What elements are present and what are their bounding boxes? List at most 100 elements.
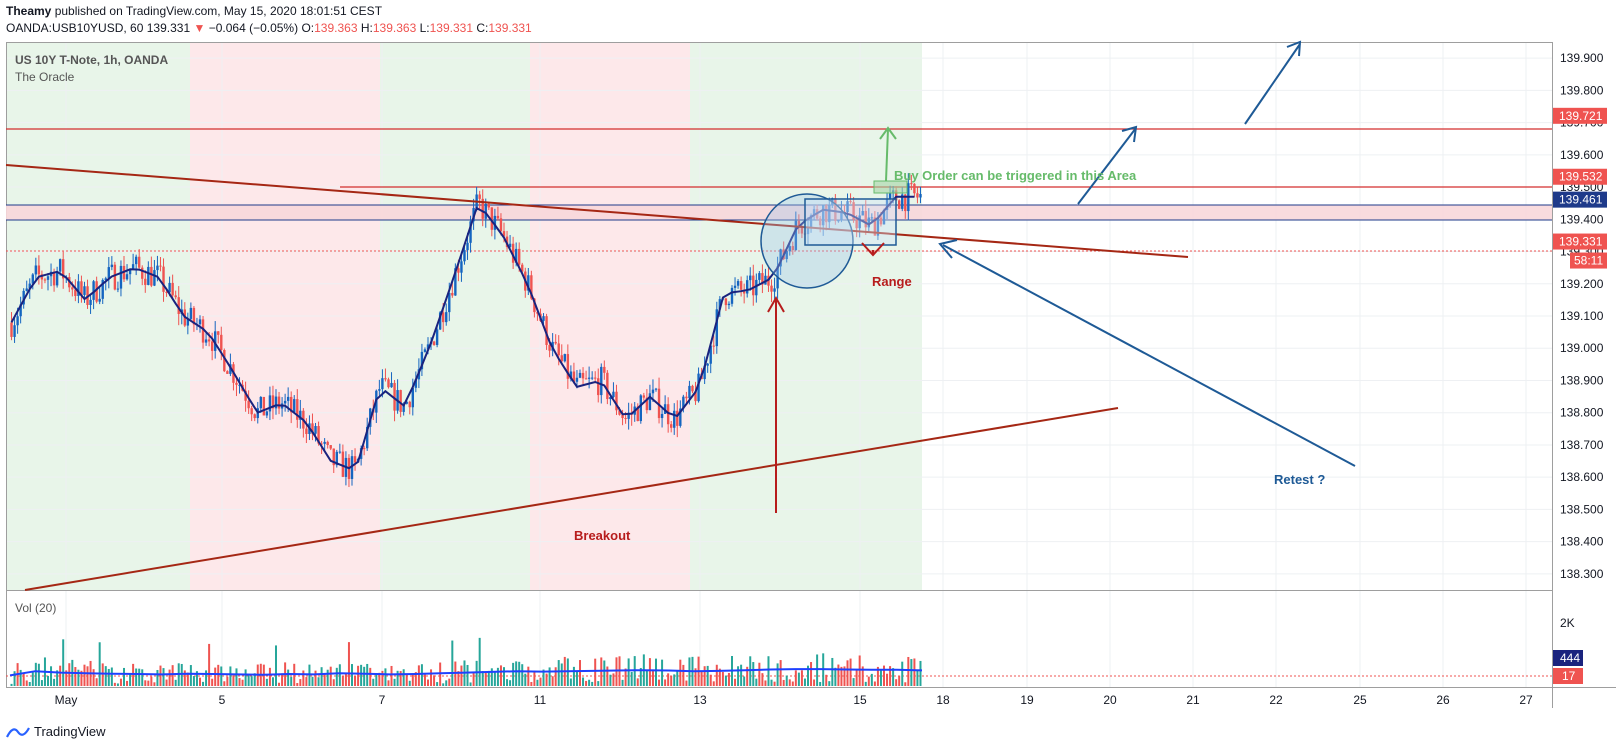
candle-body bbox=[718, 299, 722, 310]
candle-body bbox=[840, 211, 843, 221]
volume-legend[interactable]: Vol (20) bbox=[15, 601, 56, 615]
candle-body bbox=[445, 312, 448, 323]
volume-bar bbox=[548, 667, 551, 686]
volume-bar bbox=[10, 683, 13, 686]
volume-bar bbox=[171, 665, 174, 686]
volume-bar bbox=[813, 679, 816, 686]
volume-bar bbox=[700, 671, 703, 686]
buy-area-box bbox=[873, 180, 908, 194]
candle-body bbox=[904, 194, 907, 212]
volume-bar bbox=[582, 677, 585, 686]
last-price: 139.331 bbox=[146, 21, 191, 35]
candle-body bbox=[746, 280, 749, 294]
volume-bar bbox=[107, 668, 110, 686]
candle-body bbox=[77, 281, 80, 296]
candle-body bbox=[563, 354, 566, 362]
candle-body bbox=[733, 285, 737, 288]
candle-body bbox=[761, 273, 764, 285]
volume-bar bbox=[329, 666, 332, 686]
volume-bar bbox=[883, 665, 885, 686]
volume-bar bbox=[706, 665, 709, 686]
volume-bar bbox=[296, 683, 299, 686]
volume-bar bbox=[98, 642, 101, 686]
volume-bar bbox=[481, 671, 484, 686]
volume-bar bbox=[664, 679, 667, 686]
target-up-arrow-2 bbox=[1244, 40, 1302, 125]
candle-body bbox=[545, 316, 548, 345]
volume-bar bbox=[761, 673, 764, 686]
candle-body bbox=[268, 395, 272, 412]
candle-body bbox=[752, 275, 755, 296]
candle-body bbox=[739, 281, 743, 290]
footer-brand[interactable]: TradingView bbox=[6, 724, 106, 740]
retest-annotation[interactable]: Retest ? bbox=[1274, 472, 1325, 487]
time-tick-label: 26 bbox=[1436, 693, 1450, 707]
indicator-legend[interactable]: The Oracle bbox=[15, 70, 75, 84]
time-tick-label: 18 bbox=[936, 693, 950, 707]
volume-bar bbox=[837, 664, 840, 686]
volume-bar bbox=[791, 681, 794, 686]
candle-body bbox=[226, 371, 229, 374]
volume-bar bbox=[846, 660, 849, 686]
volume-bar bbox=[116, 683, 119, 686]
price-axis[interactable]: 139.900139.800139.700139.600139.500139.4… bbox=[1560, 51, 1604, 581]
volume-bar bbox=[645, 670, 648, 686]
price-tag bbox=[1553, 233, 1607, 250]
candle-body bbox=[22, 290, 25, 305]
candle-body bbox=[420, 351, 424, 370]
candle-body bbox=[603, 366, 606, 373]
oracle-indicator-line bbox=[10, 195, 915, 470]
time-axis[interactable]: May 5 7 11 13 15 18 19 20 21 22 25 26 27 bbox=[55, 693, 1533, 707]
candle-body bbox=[578, 372, 582, 378]
range-annotation[interactable]: Range bbox=[872, 274, 912, 289]
volume-bar bbox=[904, 682, 907, 686]
price-tag-label: 139.532 bbox=[1559, 170, 1603, 184]
candle-body bbox=[542, 316, 545, 321]
price-tick-label: 138.900 bbox=[1560, 373, 1604, 387]
volume-bars bbox=[10, 637, 922, 686]
candle-body bbox=[43, 279, 47, 281]
candle-body bbox=[110, 264, 114, 268]
candle-body bbox=[660, 413, 664, 419]
candle-body bbox=[171, 282, 174, 296]
breakout-annotation[interactable]: Breakout bbox=[574, 528, 631, 543]
candle-body bbox=[657, 388, 661, 419]
candle-body bbox=[338, 451, 342, 453]
volume-bar bbox=[135, 668, 138, 686]
candle-body bbox=[156, 265, 159, 271]
candle-body bbox=[548, 344, 551, 351]
candle-body bbox=[587, 377, 591, 379]
candle-body bbox=[214, 331, 217, 351]
candle-body bbox=[648, 393, 652, 411]
candle-body bbox=[311, 423, 314, 434]
volume-bar bbox=[19, 669, 22, 686]
volume-axis[interactable]: 2K 444 17 bbox=[1553, 616, 1583, 684]
volume-bar bbox=[354, 676, 357, 686]
candle-body bbox=[432, 341, 436, 345]
candle-body bbox=[624, 418, 627, 420]
candle-body bbox=[676, 410, 679, 426]
volume-bar bbox=[420, 664, 423, 686]
symbol-label[interactable]: OANDA:USB10YUSD, 60 bbox=[6, 21, 144, 35]
volume-pane-frame bbox=[6, 590, 1553, 688]
buy-order-annotation[interactable]: Buy Order can be triggered in this Area bbox=[894, 168, 1137, 183]
volume-bar bbox=[509, 680, 512, 686]
candle-body bbox=[794, 220, 798, 251]
candle-body bbox=[575, 377, 579, 382]
candle-body bbox=[317, 426, 320, 444]
volume-bar bbox=[281, 673, 284, 686]
price-tags: 139.721 139.532 139.461 139.331 58:11 bbox=[1553, 107, 1607, 269]
author-name[interactable]: Theamy bbox=[6, 4, 52, 18]
change-arrow-icon: ▼ bbox=[193, 21, 206, 35]
candle-body bbox=[98, 298, 101, 302]
volume-bar bbox=[886, 673, 889, 686]
volume-bar bbox=[466, 664, 469, 686]
candle-body bbox=[25, 288, 28, 291]
volume-bar bbox=[381, 670, 384, 686]
candle-body bbox=[478, 194, 481, 199]
candle-body bbox=[600, 366, 603, 396]
volume-bar bbox=[478, 637, 481, 686]
chart-legend-title[interactable]: US 10Y T-Note, 1h, OANDA bbox=[15, 53, 168, 67]
volume-bar bbox=[864, 681, 867, 686]
